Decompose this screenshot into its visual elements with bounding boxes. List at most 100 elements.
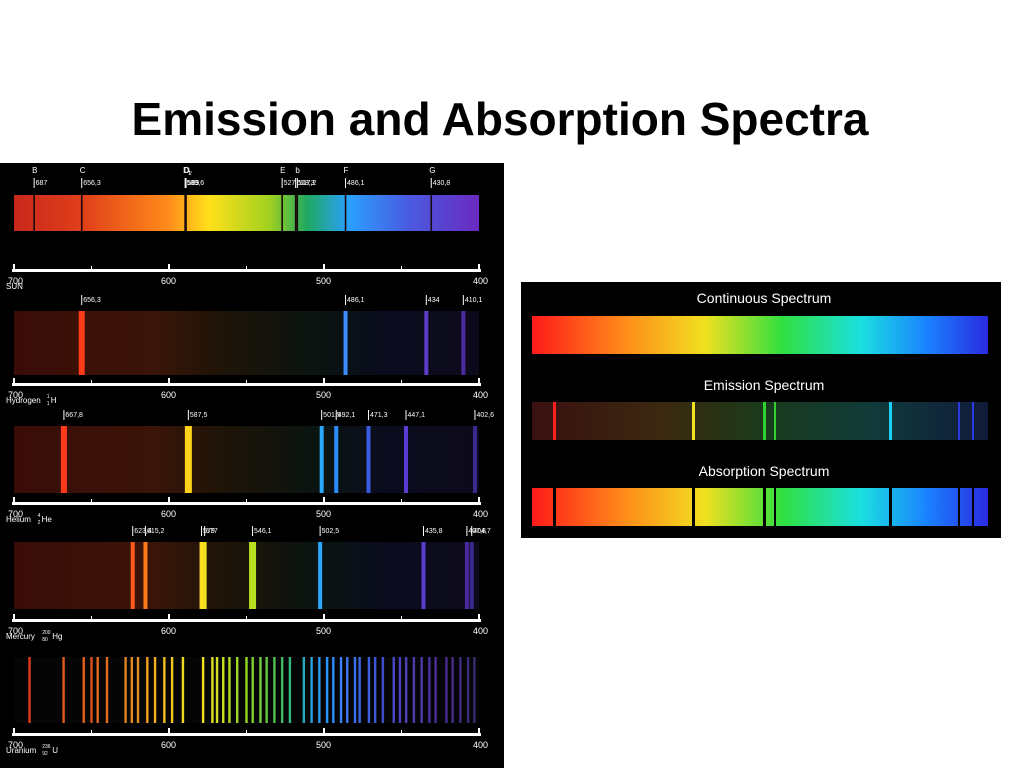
element-atomic-number: 92 xyxy=(42,751,48,757)
line-wavelength-label: 656,3 xyxy=(83,297,101,304)
scale-tick xyxy=(13,614,15,619)
element-mass-number: 236 xyxy=(42,744,51,750)
absorption-line xyxy=(972,488,974,526)
emission-line xyxy=(60,426,67,493)
absorption-line xyxy=(958,488,960,526)
uranium-emission-line xyxy=(62,657,65,723)
line-marker-tick xyxy=(335,410,337,420)
line-marker-tick xyxy=(252,526,254,536)
uranium-emission-line xyxy=(273,657,276,723)
emission-line xyxy=(889,402,892,440)
sun-marker-tick xyxy=(184,178,186,188)
line-wavelength-label: 435,8 xyxy=(425,528,443,535)
emission-line xyxy=(343,311,348,375)
emission-spectrum-band xyxy=(14,311,479,375)
sun-marker-tick xyxy=(33,178,35,188)
emission-line xyxy=(763,402,766,440)
uranium-emission-line xyxy=(201,657,205,723)
scale-tick-label: 400 xyxy=(473,740,488,750)
scale-tick xyxy=(13,378,15,383)
emission-line xyxy=(202,542,207,609)
scale-tick-label: 700 xyxy=(8,740,23,750)
sun-absorption-line xyxy=(185,195,187,231)
absorption-line xyxy=(774,488,776,526)
sun-line-letter: G xyxy=(429,166,435,175)
element-symbol: H xyxy=(51,396,57,405)
scale-tick xyxy=(323,728,325,733)
sun-absorption-line xyxy=(344,195,347,231)
line-wavelength-label: 577 xyxy=(206,528,218,535)
emission-line xyxy=(469,542,474,609)
scale-minor-tick xyxy=(401,730,402,733)
emission-line xyxy=(774,402,776,440)
uranium-emission-line xyxy=(373,657,377,723)
emission-spectrum-band xyxy=(14,542,479,609)
emission-line xyxy=(130,542,135,609)
uranium-emission-line xyxy=(170,657,174,723)
element-mass-number: 200 xyxy=(42,630,51,636)
element-symbol: Hg xyxy=(52,632,62,641)
scale-minor-tick xyxy=(401,266,402,269)
scale-line xyxy=(12,733,481,736)
line-wavelength-label: 667,8 xyxy=(65,412,83,419)
scale-tick xyxy=(13,264,15,269)
uranium-emission-line xyxy=(245,657,248,723)
sun-line-letter: D xyxy=(183,166,189,175)
sun-line-value: 486,1 xyxy=(347,180,365,187)
scale-tick-label: 700 xyxy=(8,390,23,400)
scale-tick-label: 600 xyxy=(161,509,176,519)
line-wavelength-label: 615,2 xyxy=(147,528,165,535)
spectrum-types-svg: Continuous Spectrum Emission Spectrum Ab… xyxy=(532,290,988,526)
line-marker-tick xyxy=(319,526,321,536)
scale-minor-tick xyxy=(91,730,92,733)
scale-tick-label: 700 xyxy=(8,276,23,286)
emission-spectrum-band xyxy=(14,426,479,493)
uranium-emission-line xyxy=(302,657,306,723)
uranium-emission-line xyxy=(381,657,385,723)
uranium-emission-line xyxy=(466,657,470,723)
sun-marker-tick xyxy=(185,178,187,188)
scale-minor-tick xyxy=(91,380,92,383)
uranium-emission-line xyxy=(346,657,349,723)
uranium-emission-line xyxy=(420,657,423,723)
spectrum-types-panel: Continuous Spectrum Emission Spectrum Ab… xyxy=(521,282,1001,538)
element-mass-number: 4 xyxy=(38,513,41,519)
line-marker-tick xyxy=(132,526,134,536)
scale-tick xyxy=(168,614,170,619)
emission-line xyxy=(424,311,429,375)
element-name: Hydrogen xyxy=(6,396,41,405)
scale-tick-label: 500 xyxy=(316,276,331,286)
line-wavelength-label: 410,1 xyxy=(465,297,483,304)
line-marker-tick xyxy=(63,410,65,420)
uranium-emission-line xyxy=(222,657,225,723)
uranium-emission-line xyxy=(251,657,254,723)
absorption-line xyxy=(553,488,556,526)
scale-tick xyxy=(323,264,325,269)
sun-marker-tick xyxy=(430,178,432,188)
scale-tick xyxy=(478,497,480,502)
emission-line xyxy=(199,542,204,609)
sun-line-letter-sub: 1 xyxy=(188,171,191,177)
emission-line xyxy=(403,426,408,493)
scale-tick-label: 500 xyxy=(316,626,331,636)
emission-line xyxy=(461,311,466,375)
line-marker-tick xyxy=(423,526,425,536)
uranium-emission-line xyxy=(445,657,448,723)
line-wavelength-label: 502,5 xyxy=(322,528,340,535)
element-symbol: U xyxy=(52,746,58,755)
uranium-emission-line xyxy=(358,657,361,723)
scale-line xyxy=(12,502,481,505)
element-name: Helium xyxy=(6,515,31,524)
sun-absorption-line xyxy=(430,195,433,231)
uranium-emission-line xyxy=(105,657,109,723)
scale-minor-tick xyxy=(91,499,92,502)
absorption-line xyxy=(763,488,766,526)
scale-line xyxy=(12,619,481,622)
emission-line xyxy=(464,542,469,609)
uranium-emission-line xyxy=(428,657,431,723)
uranium-emission-line xyxy=(228,657,231,723)
uranium-emission-line xyxy=(259,657,262,723)
uranium-emission-line xyxy=(130,657,133,723)
